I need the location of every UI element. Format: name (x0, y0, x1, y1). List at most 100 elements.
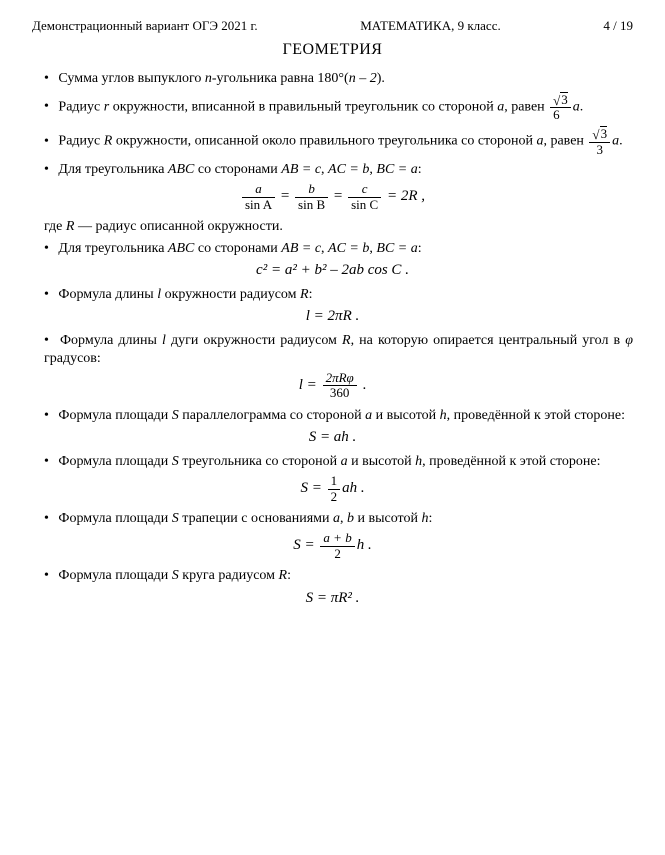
var-b: b (347, 511, 354, 526)
bullet-7: • Формула длины l дуги окружности радиус… (44, 332, 633, 367)
var-S: S (172, 408, 179, 423)
text: Формула длины (58, 287, 157, 302)
formula-cosine-law: c² = a² + b² – 2ab cos C . (32, 261, 633, 280)
var-ABC: ABC (168, 162, 194, 177)
eq: BC = a (376, 162, 417, 177)
eq: AB = c (281, 241, 321, 256)
text: Формула площади (58, 511, 171, 526)
text: со сторонами (194, 241, 281, 256)
text: . (580, 99, 584, 114)
fr-den: 6 (550, 108, 571, 122)
bullet-10: • Формула площади S трапеции с основания… (44, 510, 633, 528)
formula-parallelogram-area: S = ah . (32, 428, 633, 447)
text: Радиус (58, 134, 103, 149)
var-h: h (440, 408, 447, 423)
text: , равен (504, 99, 548, 114)
eq: AC = b (328, 241, 369, 256)
text: — радиус описанной окружности. (74, 219, 282, 234)
header-left: Демонстрационный вариант ОГЭ 2021 г. (32, 18, 258, 34)
text: : (428, 511, 432, 526)
text: , проведённой к этой стороне: (422, 454, 600, 469)
text: Для треугольника (58, 162, 168, 177)
text: : (287, 568, 291, 583)
var-n: n (205, 71, 212, 86)
bullet-1: • Сумма углов выпуклого n-угольника равн… (44, 70, 633, 88)
bullet-4: • Для треугольника ABC со сторонами AB =… (44, 161, 633, 179)
text: : (418, 162, 422, 177)
text: Формула длины (60, 333, 162, 348)
var-a: a (333, 511, 340, 526)
bullet-icon: • (44, 162, 55, 177)
var-S: S (172, 454, 179, 469)
header-right: 4 / 19 (603, 18, 633, 34)
eq: AB = c (281, 162, 321, 177)
text: -угольника равна 180°( (212, 71, 349, 86)
text: и высотой (372, 408, 439, 423)
var-S: S (172, 511, 179, 526)
page-header: Демонстрационный вариант ОГЭ 2021 г. МАТ… (32, 18, 633, 34)
bullet-icon: • (44, 134, 55, 149)
formula-arc-length: l = 2πRφ360 . (32, 371, 633, 401)
bullet-icon: • (44, 511, 55, 526)
text: Сумма углов выпуклого (58, 71, 204, 86)
text: градусов: (44, 351, 101, 366)
text: , равен (543, 134, 587, 149)
fraction-R: √3 3 (589, 126, 610, 157)
formula-circumference: l = 2πR . (32, 307, 633, 326)
text: : (418, 241, 422, 256)
var-a: a (612, 134, 619, 149)
bullet-3: • Радиус R окружности, описанной около п… (44, 126, 633, 157)
bullet-icon: • (44, 71, 55, 86)
bullet-4-where: где R — радиус описанной окружности. (44, 218, 633, 236)
text: треугольника со стороной (179, 454, 341, 469)
text: Формула площади (58, 408, 171, 423)
text: , проведённой к этой стороне: (447, 408, 625, 423)
fraction-r: √3 6 (550, 92, 571, 123)
text: параллелограмма со стороной (179, 408, 365, 423)
var-a: a (573, 99, 580, 114)
text: : (309, 287, 313, 302)
text: . (619, 134, 623, 149)
eq: BC = a (376, 241, 417, 256)
text: ). (377, 71, 385, 86)
text: Формула площади (58, 454, 171, 469)
bullet-icon: • (44, 333, 55, 348)
bullet-icon: • (44, 568, 55, 583)
text: окружности, вписанной в правильный треуг… (109, 99, 497, 114)
bullet-icon: • (44, 99, 55, 114)
fr-num: √3 (550, 92, 571, 108)
eq: AC = b (328, 162, 369, 177)
var-a: a (341, 454, 348, 469)
text: где (44, 219, 66, 234)
text: трапеции с основаниями (179, 511, 333, 526)
var-R: R (300, 287, 309, 302)
bullet-icon: • (44, 408, 55, 423)
fr-den: 3 (589, 143, 610, 157)
page: Демонстрационный вариант ОГЭ 2021 г. МАТ… (0, 0, 665, 855)
var-R: R (279, 568, 288, 583)
bullet-6: • Формула длины l окружности радиусом R: (44, 286, 633, 304)
expr: n – 2 (349, 71, 377, 86)
text: окружности, описанной около правильного … (112, 134, 536, 149)
var-ABC: ABC (168, 241, 194, 256)
formula-triangle-area: S = 12ah . (32, 474, 633, 504)
var-S: S (172, 568, 179, 583)
text: Радиус (58, 99, 103, 114)
text: круга радиусом (179, 568, 279, 583)
text: дуги окружности радиусом (166, 333, 342, 348)
bullet-icon: • (44, 454, 55, 469)
var-phi: φ (625, 333, 633, 348)
bullet-5: • Для треугольника ABC со сторонами AB =… (44, 240, 633, 258)
bullet-icon: • (44, 241, 55, 256)
fr-num: √3 (589, 126, 610, 142)
section-title: ГЕОМЕТРИЯ (32, 40, 633, 60)
text: Для треугольника (58, 241, 168, 256)
text: и высотой (348, 454, 415, 469)
bullet-8: • Формула площади S параллелограмма со с… (44, 407, 633, 425)
formula-circle-area: S = πR² . (32, 589, 633, 608)
var-R: R (342, 333, 351, 348)
formula-sine-law: asin A = bsin B = csin C = 2R , (32, 182, 633, 212)
header-center: МАТЕМАТИКА, 9 класс. (360, 18, 501, 34)
bullet-icon: • (44, 287, 55, 302)
text: со сторонами (194, 162, 281, 177)
